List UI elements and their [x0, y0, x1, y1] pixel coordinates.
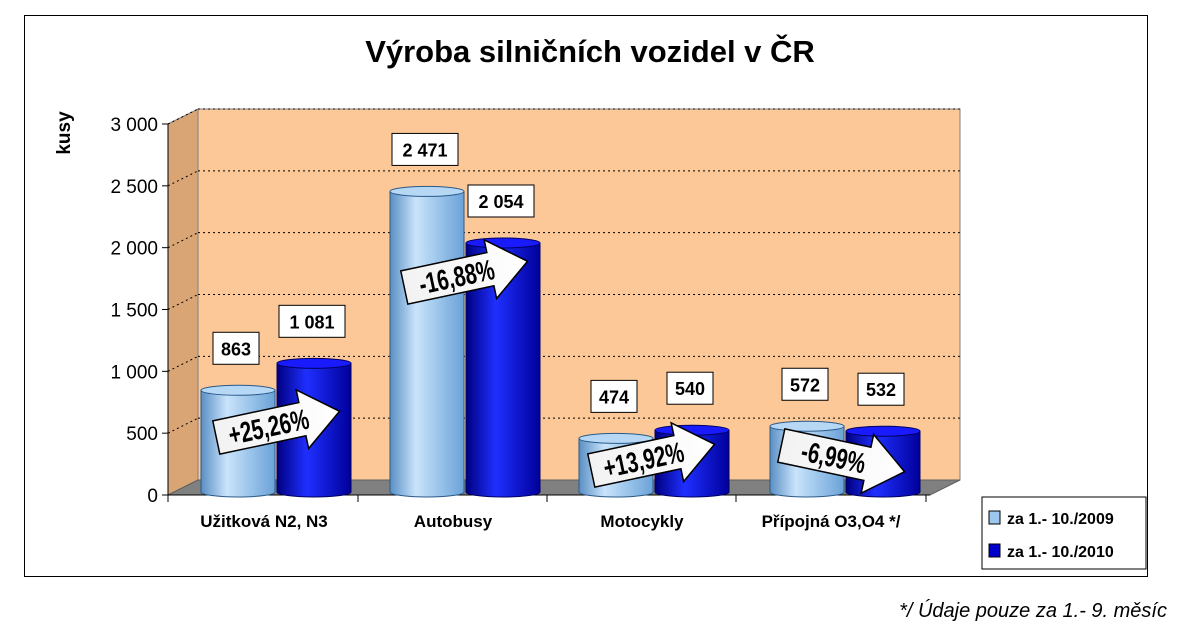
- data-label-box: [278, 304, 346, 338]
- y-tick-label: 0: [147, 486, 158, 507]
- arrow-shape: [586, 421, 716, 488]
- gridline-side: [167, 170, 199, 187]
- bar-top: [276, 357, 352, 369]
- data-label: 532: [866, 380, 896, 400]
- data-label-box: [590, 379, 638, 413]
- footnote: */ Údaje pouze za 1.- 9. měsíc: [899, 600, 1167, 622]
- gridline-side: [167, 355, 199, 372]
- bar-top: [845, 425, 921, 437]
- x-tick-label: Autobusy: [414, 512, 493, 531]
- gridline-side: [167, 108, 199, 125]
- arrow-shape: [399, 238, 529, 305]
- data-label-box: [857, 372, 905, 406]
- data-label-box: [212, 331, 260, 365]
- data-label-box: [666, 371, 714, 405]
- data-label-box: [467, 184, 535, 218]
- bar-body: [389, 190, 465, 498]
- bar-body: [465, 242, 541, 498]
- bar-top: [389, 185, 465, 197]
- bar-top: [465, 237, 541, 249]
- y-tick-label: 1 000: [110, 362, 158, 383]
- data-label: 474: [599, 387, 629, 407]
- y-tick-label: 3 000: [110, 115, 158, 136]
- gridline-side: [167, 232, 199, 249]
- x-tick-label: Užitková N2, N3: [200, 512, 328, 531]
- y-axis-label: kusy: [54, 111, 75, 155]
- bar: [389, 185, 465, 498]
- bar-top: [200, 384, 276, 396]
- data-label: 1 081: [289, 312, 334, 332]
- legend-label: za 1.- 10./2010: [1007, 544, 1114, 561]
- data-label: 2 471: [402, 140, 447, 160]
- y-tick-label: 500: [126, 424, 158, 445]
- y-tick-label: 1 500: [110, 301, 158, 322]
- data-label: 2 054: [478, 192, 523, 212]
- data-label: 540: [675, 379, 705, 399]
- y-tick-label: 2 000: [110, 239, 158, 260]
- chart-title: Výroba silničních vozidel v ČR: [365, 33, 815, 69]
- legend-label: za 1.- 10./2009: [1007, 511, 1114, 528]
- data-label-box: [391, 132, 459, 166]
- x-tick-label: Motocykly: [600, 512, 684, 531]
- bar-top: [578, 432, 654, 444]
- arrow-shape: [211, 388, 341, 455]
- gridline-side: [167, 294, 199, 310]
- data-label: 572: [790, 375, 820, 395]
- bar-top: [769, 420, 845, 432]
- x-tick-label: Přípojná O3,O4 */: [762, 512, 901, 531]
- legend-swatch: [988, 510, 1001, 525]
- y-tick-label: 2 500: [110, 177, 158, 198]
- arrow-shape: [776, 428, 906, 495]
- legend-swatch: [988, 543, 1001, 558]
- data-label-box: [781, 367, 829, 401]
- legend-box: [981, 496, 1147, 570]
- data-label: 863: [221, 339, 251, 359]
- legend: za 1.- 10./2009 za 1.- 10./2010: [981, 496, 1147, 570]
- gridline-side: [167, 417, 199, 434]
